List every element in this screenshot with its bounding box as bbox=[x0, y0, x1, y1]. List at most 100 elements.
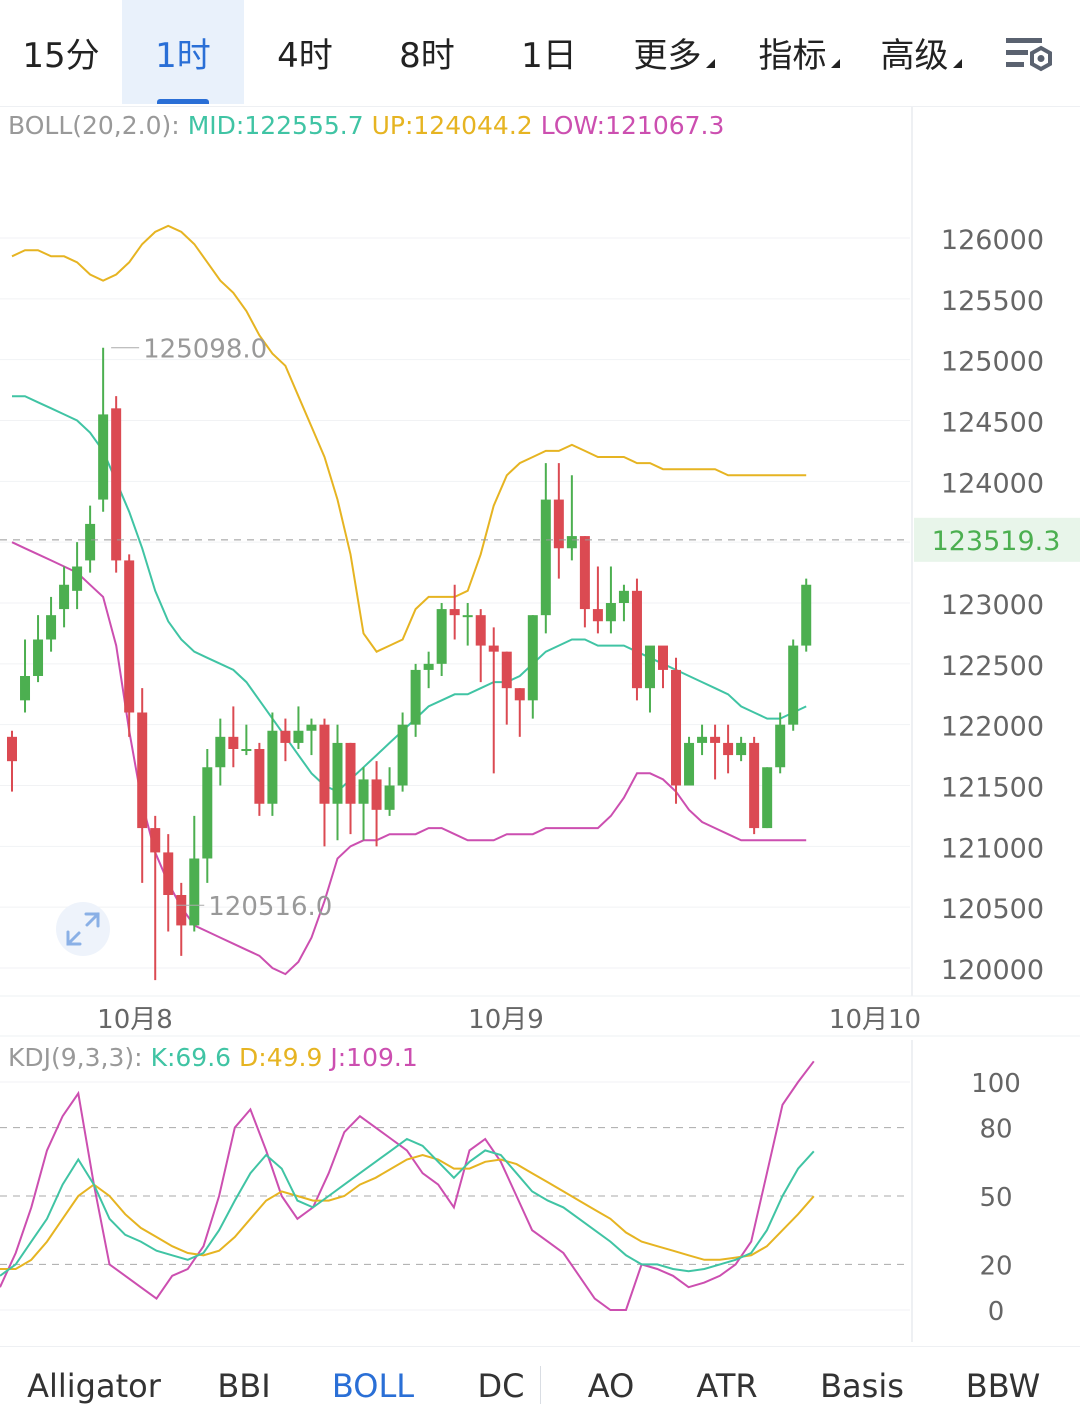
kdj-axis-label: 100 bbox=[971, 1069, 1021, 1099]
kdj-legend-j: J:109.1 bbox=[328, 1043, 417, 1072]
dropdown-caret-icon bbox=[830, 58, 840, 68]
timeframe-tab-label: 8时 bbox=[399, 35, 455, 76]
price-axis-label: 122000 bbox=[941, 712, 1044, 743]
price-axis-label: 122500 bbox=[941, 651, 1044, 682]
candle-body bbox=[631, 590, 642, 689]
timeframe-tab[interactable]: 1日 bbox=[488, 0, 610, 104]
candle-body bbox=[514, 688, 525, 701]
price-axis-label: 125000 bbox=[941, 347, 1044, 378]
timeframe-tab[interactable]: 1时 bbox=[122, 0, 244, 104]
candle-body bbox=[684, 742, 695, 786]
candle-body bbox=[710, 736, 721, 743]
indicator-tab-label: ATR bbox=[696, 1367, 758, 1405]
candle-body bbox=[762, 767, 773, 829]
timeframe-tab-label: 高级 bbox=[880, 35, 949, 76]
candle-body bbox=[527, 615, 538, 701]
indicator-tab-label: Alligator bbox=[27, 1367, 161, 1405]
candle-body bbox=[475, 615, 486, 646]
candle-body bbox=[215, 736, 226, 768]
current-price-label: 123519.3 bbox=[932, 526, 1061, 557]
timeframe-tab-bar: 15分 1时 4时 8时 1日 更多 指标 高级 bbox=[0, 0, 1080, 107]
price-axis-label: 124000 bbox=[941, 468, 1044, 499]
expand-arrows-icon[interactable] bbox=[56, 902, 110, 956]
candle-body bbox=[592, 609, 603, 622]
timeframe-tab-label: 1日 bbox=[521, 35, 577, 76]
timeframe-tab-label: 1时 bbox=[155, 35, 211, 76]
boll-legend-low: LOW:121067.3 bbox=[541, 111, 725, 140]
dropdown-caret-icon bbox=[705, 58, 715, 68]
price-axis-label: 121000 bbox=[941, 833, 1044, 864]
candle-body bbox=[736, 742, 747, 756]
indicator-tab[interactable]: Alligator bbox=[0, 1347, 188, 1425]
candle-body bbox=[697, 736, 708, 743]
candle-body bbox=[488, 645, 499, 652]
kdj-axis-label: 0 bbox=[988, 1297, 1005, 1327]
timeframe-tab-label: 指标 bbox=[758, 35, 827, 76]
kdj-axis-label: 50 bbox=[979, 1183, 1012, 1213]
candle-body bbox=[59, 584, 70, 610]
candle-body bbox=[671, 669, 682, 786]
indicator-tab-label: BBW bbox=[965, 1367, 1041, 1405]
kdj-legend-d: D:49.9 bbox=[239, 1043, 322, 1072]
kdj-legend: KDJ(9,3,3): K:69.6 D:49.9 J:109.1 bbox=[8, 1043, 418, 1072]
candle-body bbox=[462, 615, 473, 618]
indicator-tab[interactable]: AO bbox=[556, 1347, 666, 1425]
price-axis-label: 124500 bbox=[941, 408, 1044, 439]
timeframe-tab[interactable]: 4时 bbox=[244, 0, 366, 104]
indicator-tab[interactable]: BBW bbox=[936, 1347, 1070, 1425]
high-marker-label: 125098.0 bbox=[143, 335, 267, 365]
settings-line-3 bbox=[1006, 62, 1024, 67]
boll-legend-name: BOLL(20,2.0): bbox=[8, 111, 180, 140]
date-axis-label: 10月8 bbox=[97, 1005, 173, 1035]
candle-body bbox=[749, 742, 760, 829]
candle-body bbox=[241, 749, 252, 751]
indicator-tab[interactable]: BOLL bbox=[300, 1347, 446, 1425]
kdj-axis-label: 80 bbox=[979, 1115, 1012, 1145]
boll-upper-band bbox=[11, 224, 807, 653]
boll-mid-line bbox=[12, 395, 807, 793]
candle-body bbox=[46, 615, 57, 640]
candle-body bbox=[20, 676, 31, 701]
candle-body bbox=[254, 749, 265, 804]
candle-body bbox=[436, 609, 447, 664]
candle-body bbox=[449, 609, 460, 616]
candle-body bbox=[410, 669, 421, 725]
candle-body bbox=[423, 663, 434, 670]
candle-body bbox=[358, 779, 369, 804]
candle-body bbox=[371, 779, 382, 810]
timeframe-tab[interactable]: 高级 bbox=[860, 0, 982, 104]
candle-body bbox=[723, 742, 734, 756]
price-axis-label: 120500 bbox=[941, 894, 1044, 925]
candle-body bbox=[280, 730, 291, 743]
kdj-j-line bbox=[0, 1060, 815, 1311]
timeframe-tab-label: 15分 bbox=[22, 35, 100, 76]
indicator-tab[interactable]: DC bbox=[446, 1347, 556, 1425]
candle-body bbox=[137, 712, 148, 829]
candle-body bbox=[618, 590, 629, 603]
timeframe-tab[interactable]: 8时 bbox=[366, 0, 488, 104]
timeframe-tab[interactable]: 更多 bbox=[610, 0, 738, 104]
timeframe-tab[interactable]: 指标 bbox=[738, 0, 860, 104]
timeframe-tab[interactable]: 15分 bbox=[0, 0, 122, 104]
chart-area[interactable]: 126000 125500 125000 124500 124000 123000 1225… bbox=[0, 106, 1080, 1346]
price-axis-label: 125500 bbox=[941, 286, 1044, 317]
indicator-tab[interactable]: Basis bbox=[788, 1347, 936, 1425]
candle-body bbox=[306, 724, 317, 731]
indicator-tab[interactable]: BBI bbox=[188, 1347, 300, 1425]
candle-body bbox=[788, 645, 799, 725]
chart-settings-icon[interactable] bbox=[1004, 34, 1054, 78]
indicator-tab[interactable]: ATR bbox=[666, 1347, 788, 1425]
candle-body bbox=[319, 724, 330, 804]
low-marker-label: 120516.0 bbox=[208, 892, 332, 922]
date-axis-label: 10月10 bbox=[829, 1005, 921, 1035]
candle-body bbox=[540, 499, 551, 616]
candle-body bbox=[72, 566, 83, 591]
settings-gear-hub bbox=[1037, 55, 1045, 62]
indicator-tab-bar: Alligator BBI BOLL DC AO ATR Basis BBW bbox=[0, 1346, 1080, 1425]
settings-line-2 bbox=[1006, 50, 1028, 55]
settings-line-1 bbox=[1006, 38, 1042, 43]
kdj-legend-k: K:69.6 bbox=[151, 1043, 231, 1072]
indicator-tab-label: DC bbox=[477, 1367, 525, 1405]
candle-body bbox=[111, 408, 122, 561]
boll-legend: BOLL(20,2.0): MID:122555.7 UP:124044.2 LOW:… bbox=[8, 111, 724, 140]
